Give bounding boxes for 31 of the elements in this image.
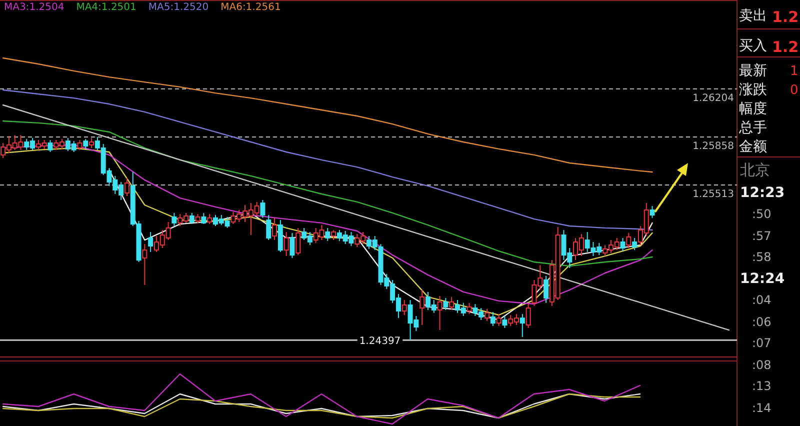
text: :57 xyxy=(752,229,772,243)
text: MA4:1.2501 xyxy=(76,2,136,13)
text: :50 xyxy=(752,207,772,221)
text: :13 xyxy=(752,379,772,393)
text: 最新 xyxy=(739,63,767,79)
text: 总手 xyxy=(738,120,767,136)
text: MA3:1.2504 xyxy=(4,2,64,13)
text: 金额 xyxy=(739,139,767,155)
text: :04 xyxy=(752,293,772,307)
text: MA5:1.2520 xyxy=(148,2,209,13)
y-tick-label: 1.25858 xyxy=(692,140,734,152)
text: 12:24 xyxy=(740,271,785,287)
text: MA6:1.2561 xyxy=(220,2,281,13)
text: 涨跌 xyxy=(739,82,767,98)
y-tick-label: 1.26204 xyxy=(692,92,734,104)
text: 12:23 xyxy=(740,185,785,201)
text: 卖出 xyxy=(739,8,767,24)
text: :08 xyxy=(752,358,772,372)
text: 1 xyxy=(790,64,798,79)
y-tick-label: 1.25513 xyxy=(692,188,734,200)
text: :06 xyxy=(752,315,772,329)
text: 买入 xyxy=(739,38,767,54)
text: 幅度 xyxy=(739,101,767,117)
text: :07 xyxy=(752,336,772,350)
text: 0 xyxy=(790,83,798,98)
ref-line-label: 1.24397 xyxy=(359,336,401,348)
text: :14 xyxy=(752,401,772,415)
text: 北京 xyxy=(740,161,770,179)
text: 1.2 xyxy=(772,8,799,26)
text: :58 xyxy=(752,250,772,264)
text: 1.2 xyxy=(772,38,799,56)
